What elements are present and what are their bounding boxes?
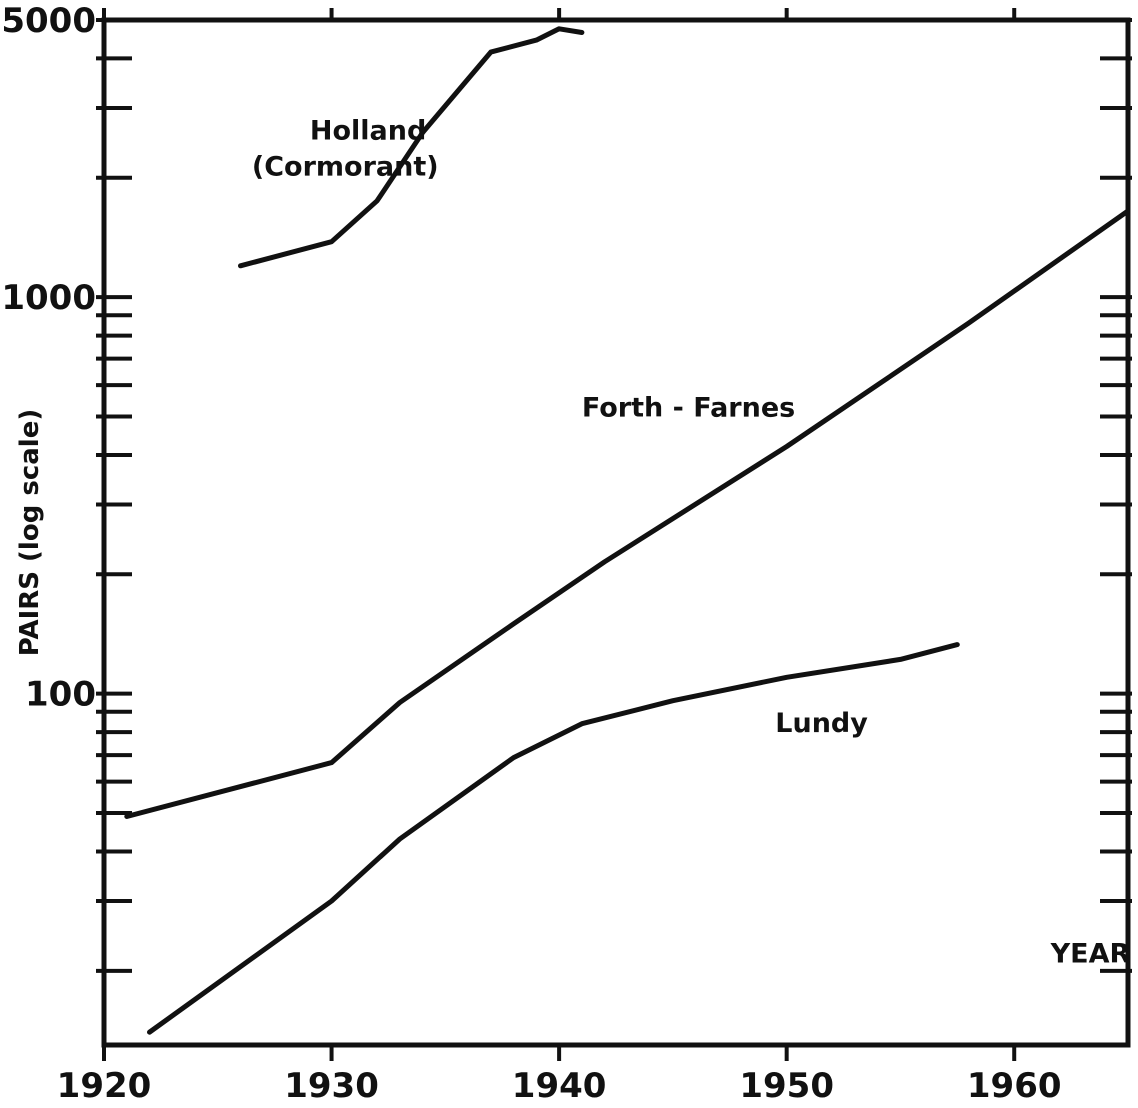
x-tick-label: 1920 xyxy=(57,1066,152,1106)
plot-frame xyxy=(101,17,1131,1048)
series-line-forth-farnes xyxy=(124,208,1131,819)
series-lines xyxy=(124,26,1131,1035)
series-label-holland-cormorant: Holland (Cormorant) xyxy=(252,115,439,182)
series-labels: Holland (Cormorant) Forth - Farnes Lundy YEA… xyxy=(252,115,1131,969)
axis-ticks xyxy=(96,8,1132,1061)
series-line-holland-cormorant xyxy=(238,26,585,269)
series-label-lundy: Lundy xyxy=(775,708,868,739)
x-axis-title: YEAR xyxy=(1050,938,1131,969)
x-tick-label: 1940 xyxy=(512,1066,607,1106)
series-line-lundy xyxy=(147,642,960,1035)
series-label-forth-farnes: Forth - Farnes xyxy=(582,393,795,424)
series-label-line: Holland xyxy=(310,115,426,146)
y-tick-label: 5000 xyxy=(1,1,96,41)
y-tick-label: 1000 xyxy=(1,278,96,318)
x-tick-label: 1960 xyxy=(967,1066,1062,1106)
series-label-line: (Cormorant) xyxy=(252,151,439,182)
y-tick-label: 100 xyxy=(25,675,96,715)
tick-labels: 1920 1930 1940 1950 1960 100 1000 5000 xyxy=(1,1,1061,1106)
y-axis-title: PAIRS (log scale) xyxy=(15,409,45,656)
x-tick-label: 1950 xyxy=(739,1066,834,1106)
x-tick-label: 1930 xyxy=(284,1066,379,1106)
